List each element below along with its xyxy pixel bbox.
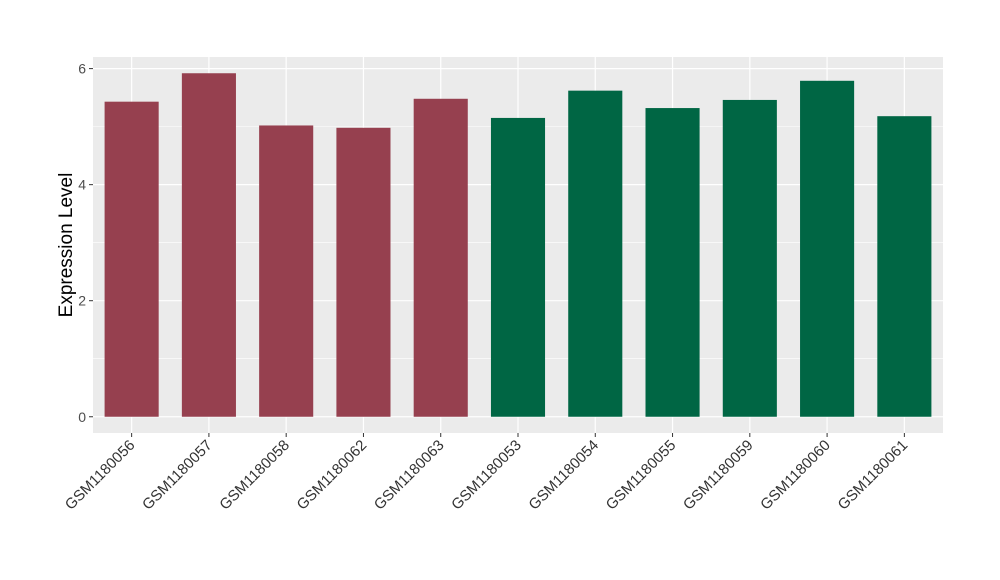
bar-GSM1180055: [645, 108, 700, 417]
bar-GSM1180054: [568, 90, 623, 417]
bar-GSM1180062: [336, 127, 391, 417]
x-tick-label: GSM1180053: [448, 437, 525, 514]
bar-GSM1180057: [181, 73, 236, 417]
x-tick-label: GSM1180057: [139, 437, 216, 514]
y-tick-label: 6: [78, 61, 86, 77]
x-tick-label: GSM1180061: [835, 437, 912, 514]
x-tick-label: GSM1180055: [603, 437, 680, 514]
x-tick-label: GSM1180054: [525, 437, 602, 514]
x-tick-label: GSM1180062: [294, 437, 371, 514]
y-tick-label: 4: [78, 177, 86, 193]
x-tick-label: GSM1180056: [62, 437, 139, 514]
x-axis: GSM1180056 GSM1180057 GSM1180058 GSM1180062…: [62, 433, 911, 513]
bar-GSM1180056: [104, 101, 159, 417]
y-tick-label: 0: [78, 409, 86, 425]
bar-GSM1180053: [490, 117, 546, 417]
bars-group: [104, 73, 932, 417]
x-tick-label: GSM1180059: [680, 437, 757, 514]
y-tick-label: 2: [78, 293, 86, 309]
bar-GSM1180060: [800, 80, 855, 417]
x-tick-label: GSM1180058: [216, 437, 293, 514]
x-tick-label: GSM1180060: [757, 437, 834, 514]
y-axis-title: Expression Level: [56, 173, 77, 318]
bar-GSM1180063: [413, 98, 468, 417]
x-tick-label: GSM1180063: [371, 437, 448, 514]
y-axis: 0 2 4 6: [78, 61, 93, 425]
bar-GSM1180058: [259, 125, 314, 417]
bar-GSM1180059: [722, 99, 777, 417]
bar-GSM1180061: [877, 116, 932, 417]
